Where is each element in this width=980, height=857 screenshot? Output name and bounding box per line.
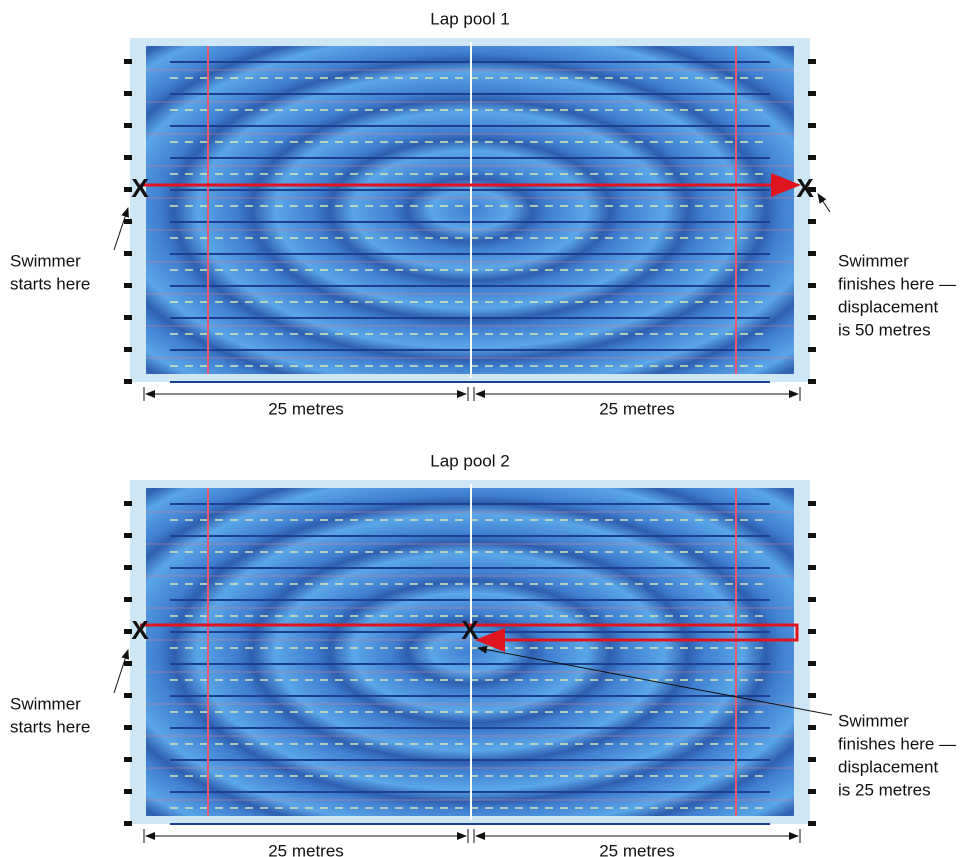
block [808,789,816,794]
block [808,251,816,256]
start-label: Swimmer [10,251,81,270]
pool-title: Lap pool 2 [430,451,509,470]
finish-label: is 25 metres [838,780,931,799]
start-label: starts here [10,274,90,293]
distance-label: 25 metres [599,841,675,857]
block [808,315,816,320]
block [808,123,816,128]
block [124,155,132,160]
block [124,283,132,288]
block [808,219,816,224]
block [124,59,132,64]
block [808,501,816,506]
block [124,379,132,384]
block [808,533,816,538]
pointer [113,649,130,694]
block [124,91,132,96]
block [124,123,132,128]
block [124,725,132,730]
block [124,187,132,192]
block [808,565,816,570]
finish-label: displacement [838,757,938,776]
block [124,347,132,352]
start-label: Swimmer [10,694,81,713]
block [808,187,816,192]
block [808,629,816,634]
block [124,629,132,634]
pointer [817,193,831,213]
block [808,347,816,352]
block [124,789,132,794]
finish-label: displacement [838,297,938,316]
block [808,757,816,762]
block [124,565,132,570]
block [124,219,132,224]
start-label: starts here [10,717,90,736]
block [808,59,816,64]
finish-label: Swimmer [838,711,909,730]
pointer [477,645,833,716]
pool-title: Lap pool 1 [430,9,509,28]
block [808,91,816,96]
distance-label: 25 metres [268,841,344,857]
finish-label: is 50 metres [838,320,931,339]
swim-path [140,623,799,652]
finish-marker: X [461,615,479,645]
block [124,251,132,256]
block [808,821,816,826]
block [808,379,816,384]
block [808,155,816,160]
finish-label: Swimmer [838,251,909,270]
block [808,283,816,288]
finish-label: finishes here — [838,734,956,753]
block [808,693,816,698]
pointer [113,207,129,251]
block [808,661,816,666]
start-marker: X [131,615,149,645]
block [808,597,816,602]
block [124,597,132,602]
finish-marker: X [796,173,814,203]
block [124,693,132,698]
finish-label: finishes here — [838,274,956,293]
start-marker: X [131,173,149,203]
block [124,757,132,762]
block [124,501,132,506]
distance-label: 25 metres [599,399,675,418]
block [124,821,132,826]
block [124,315,132,320]
block [124,533,132,538]
block [808,725,816,730]
distance-label: 25 metres [268,399,344,418]
block [124,661,132,666]
